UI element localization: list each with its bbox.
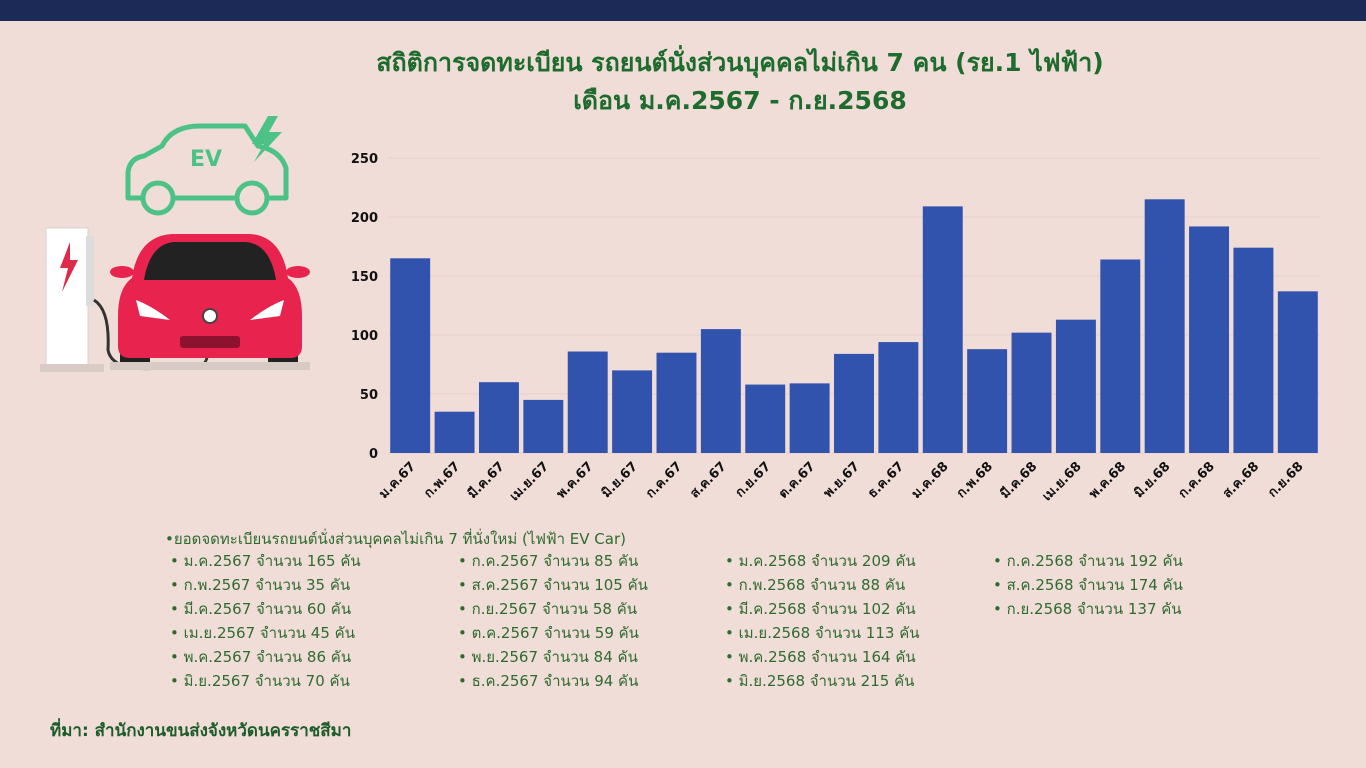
x-tick-label: พ.ย.67: [821, 459, 863, 501]
x-tick-label: ก.ค.68: [1176, 459, 1218, 501]
x-tick-label: พ.ค.68: [1087, 459, 1130, 502]
note-item: • ก.ค.2567 จำนวน 85 คัน: [458, 552, 639, 570]
x-tick-label: เม.ย.67: [507, 459, 552, 504]
ev-illustration: EV: [40, 116, 310, 372]
bar: [1055, 319, 1096, 453]
bar: [878, 342, 919, 453]
bar: [1100, 259, 1141, 453]
notes-heading: •ยอดจดทะเบียนรถยนต์นั่งส่วนบุคคลไม่เกิน …: [165, 530, 626, 548]
lightning-bolt-icon: [252, 116, 282, 162]
x-tick-label: มี.ค.68: [997, 459, 1040, 502]
note-item: • มิ.ย.2567 จำนวน 70 คัน: [170, 672, 350, 690]
bar: [745, 384, 786, 453]
x-tick-label: มิ.ย.68: [1132, 459, 1174, 501]
x-tick-label: มี.ค.67: [464, 459, 507, 502]
bar: [1011, 332, 1052, 453]
red-car-icon: [110, 234, 310, 370]
y-tick-label: 0: [369, 447, 378, 462]
notes-column-2: • ก.ค.2567 จำนวน 85 คัน • ส.ค.2567 จำนวน…: [458, 549, 648, 693]
x-tick-label: ธ.ค.67: [865, 459, 907, 501]
note-item: • เม.ย.2567 จำนวน 45 คัน: [170, 624, 355, 642]
bar: [700, 329, 741, 453]
bar: [390, 258, 431, 453]
x-tick-label: ก.ค.67: [643, 459, 685, 501]
x-tick-label: ก.ย.67: [733, 459, 774, 500]
x-tick-label: ก.พ.67: [421, 459, 463, 501]
x-tick-label: เม.ย.68: [1040, 459, 1085, 504]
note-item: • พ.ย.2567 จำนวน 84 คัน: [458, 648, 638, 666]
bar: [612, 370, 653, 453]
bar: [922, 206, 963, 453]
note-item: • ม.ค.2567 จำนวน 165 คัน: [170, 552, 361, 570]
top-bar: [0, 0, 1366, 21]
bar: [834, 353, 874, 453]
bar: [1233, 247, 1274, 453]
note-item: • ต.ค.2567 จำนวน 59 คัน: [458, 624, 639, 642]
note-item: • ก.ค.2568 จำนวน 192 คัน: [993, 552, 1183, 570]
bar: [434, 411, 475, 453]
x-tick-label: พ.ค.67: [554, 459, 597, 502]
x-tick-label: ส.ค.68: [1220, 459, 1262, 501]
y-tick-label: 150: [351, 270, 378, 285]
chart-title: สถิติการจดทะเบียน รถยนต์นั่งส่วนบุคคลไม่…: [300, 44, 1180, 120]
x-tick-label: ส.ค.67: [688, 459, 730, 501]
note-item: • เม.ย.2568 จำนวน 113 คัน: [725, 624, 920, 642]
bar: [1144, 199, 1185, 453]
source-credit: ที่มา: สำนักงานขนส่งจังหวัดนครราชสีมา: [50, 721, 352, 741]
note-item: • ก.พ.2567 จำนวน 35 คัน: [170, 576, 351, 594]
bar: [567, 351, 608, 453]
notes-column-4: • ก.ค.2568 จำนวน 192 คัน • ส.ค.2568 จำนว…: [993, 549, 1183, 621]
bar: [523, 399, 564, 453]
note-item: • ส.ค.2567 จำนวน 105 คัน: [458, 576, 648, 594]
notes-column-1: • ม.ค.2567 จำนวน 165 คัน • ก.พ.2567 จำนว…: [170, 549, 361, 693]
notes-section: •ยอดจดทะเบียนรถยนต์นั่งส่วนบุคคลไม่เกิน …: [165, 527, 1315, 707]
note-item: • ก.ย.2567 จำนวน 58 คัน: [458, 600, 638, 618]
note-item: • มิ.ย.2568 จำนวน 215 คัน: [725, 672, 915, 690]
bar: [789, 383, 830, 453]
note-item: • ก.ย.2568 จำนวน 137 คัน: [993, 600, 1182, 618]
ev-car-outline-icon: [125, 123, 289, 216]
title-line-1: สถิติการจดทะเบียน รถยนต์นั่งส่วนบุคคลไม่…: [376, 48, 1104, 77]
x-tick-label: ม.ค.68: [909, 459, 952, 502]
note-item: • มี.ค.2567 จำนวน 60 คัน: [170, 600, 352, 618]
bar: [656, 352, 697, 453]
x-tick-label: ต.ค.67: [776, 459, 819, 502]
title-line-2: เดือน ม.ค.2567 - ก.ย.2568: [573, 86, 907, 115]
note-item: • ม.ค.2568 จำนวน 209 คัน: [725, 552, 916, 570]
ev-label: EV: [190, 147, 222, 172]
note-item: • มี.ค.2568 จำนวน 102 คัน: [725, 600, 916, 618]
note-item: • พ.ค.2567 จำนวน 86 คัน: [170, 648, 352, 666]
bar: [1189, 226, 1230, 453]
x-tick-label: ก.พ.68: [954, 459, 996, 501]
note-item: • ธ.ค.2567 จำนวน 94 คัน: [458, 672, 639, 690]
note-item: • พ.ค.2568 จำนวน 164 คัน: [725, 648, 916, 666]
bar: [478, 382, 519, 453]
x-tick-label: ม.ค.67: [376, 459, 419, 502]
y-tick-label: 200: [351, 211, 378, 226]
bar: [967, 349, 1008, 453]
note-item: • ส.ค.2568 จำนวน 174 คัน: [993, 576, 1183, 594]
y-tick-label: 250: [351, 152, 378, 167]
x-tick-label: มิ.ย.67: [599, 459, 641, 501]
notes-column-3: • ม.ค.2568 จำนวน 209 คัน • ก.พ.2568 จำนว…: [725, 549, 920, 693]
y-tick-label: 50: [360, 388, 378, 403]
y-tick-label: 100: [351, 329, 378, 344]
bar: [1277, 291, 1318, 453]
note-item: • ก.พ.2568 จำนวน 88 คัน: [725, 576, 906, 594]
x-tick-label: ก.ย.68: [1265, 459, 1306, 500]
